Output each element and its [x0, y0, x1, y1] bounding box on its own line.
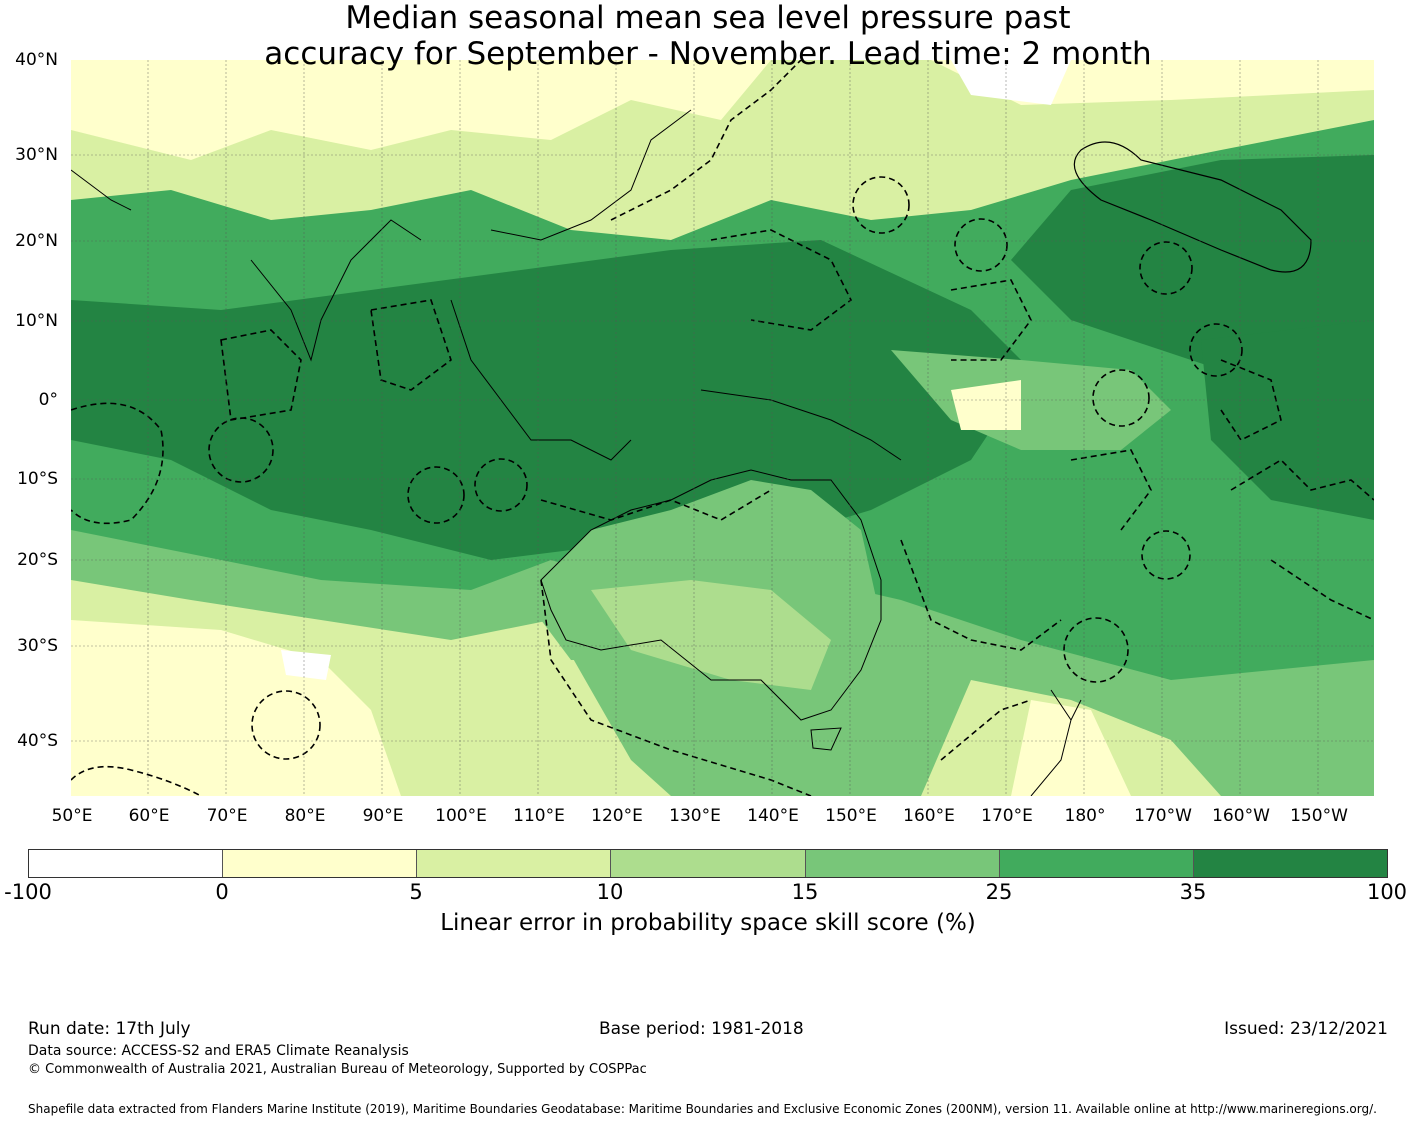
india-coastline: [250, 219, 422, 362]
eez-boundary: [540, 579, 812, 796]
eez-circle: [1189, 323, 1243, 377]
lat-label: 10°S: [17, 469, 58, 489]
lon-label: 160°E: [903, 806, 955, 826]
arabia-coastline: [71, 169, 132, 211]
map-title: Median seasonal mean sea level pressure …: [0, 0, 1416, 72]
lon-label: 120°E: [591, 806, 643, 826]
lon-label: 60°E: [128, 806, 170, 826]
map-canvas: [71, 60, 1374, 796]
eez-circle: [1063, 617, 1129, 683]
lon-label: 180°: [1064, 806, 1106, 826]
eez-boundary: [370, 299, 452, 391]
colorbar-segment: [417, 850, 612, 877]
title-line-2: accuracy for September - November. Lead …: [264, 36, 1152, 72]
lon-label: 150°W: [1290, 806, 1348, 826]
china-coastline: [490, 109, 692, 241]
run-date: Run date: 17th July: [28, 1019, 191, 1039]
eez-boundary: [71, 402, 164, 525]
eez-boundary: [1070, 449, 1152, 531]
hawaii-eez-boundary: [1073, 141, 1312, 273]
lat-label: 30°N: [15, 145, 58, 165]
lon-label: 140°E: [747, 806, 799, 826]
lon-label: 80°E: [284, 806, 326, 826]
new-guinea-coastline: [700, 389, 902, 461]
lon-label: 170°W: [1134, 806, 1192, 826]
eez-circle: [1141, 530, 1191, 580]
colorbar-segment: [29, 850, 224, 877]
eez-boundary: [71, 765, 202, 796]
colorbar-label: Linear error in probability space skill …: [440, 910, 976, 936]
skill-score-map: [71, 60, 1374, 796]
eez-circle: [1092, 369, 1150, 427]
lon-label: 90°E: [362, 806, 404, 826]
colorbar-tick: 25: [985, 880, 1013, 904]
colorbar-tick: 100: [1366, 880, 1408, 904]
eez-circle: [852, 176, 910, 234]
colorbar-segment: [999, 850, 1194, 877]
graticule: [71, 60, 1374, 796]
new-zealand-coastline: [1030, 689, 1082, 796]
eez-boundary: [710, 229, 853, 331]
shapefile-credit: Shapefile data extracted from Flanders M…: [28, 1102, 1377, 1116]
lon-label: 70°E: [206, 806, 248, 826]
eez-boundaries: [71, 60, 1374, 796]
eez-boundary: [900, 539, 1062, 651]
tasmania-coastline: [810, 727, 842, 751]
lat-label: 0°: [38, 390, 58, 410]
base-period: Base period: 1981-2018: [599, 1019, 804, 1039]
southeast-asia-coastline: [450, 299, 632, 461]
lon-label: 170°E: [981, 806, 1033, 826]
eez-boundary: [950, 279, 1032, 361]
colorbar-tick: 10: [596, 880, 624, 904]
colorbar-tick: 5: [409, 880, 423, 904]
lon-label: 130°E: [669, 806, 721, 826]
eez-circle: [954, 218, 1008, 272]
negative-skill-south-indian: [281, 650, 331, 680]
eez-boundary: [1220, 359, 1282, 442]
eez-circle: [407, 466, 465, 524]
lat-label: 20°N: [15, 231, 58, 251]
colorbar-segment: [223, 850, 418, 877]
colorbar-tick: 15: [791, 880, 819, 904]
colorbar-segment: [611, 850, 806, 877]
lon-label: 100°E: [435, 806, 487, 826]
eez-circle: [474, 458, 528, 512]
issued-date: Issued: 23/12/2021: [1224, 1019, 1388, 1039]
australia-coastline: [540, 469, 882, 721]
negative-skill-patch: [951, 60, 1071, 105]
very-low-skill-tasman: [1011, 700, 1131, 796]
colorbar-segment: [1193, 850, 1387, 877]
copyright: © Commonwealth of Australia 2021, Austra…: [28, 1062, 647, 1077]
colorbar: [28, 849, 1388, 878]
eez-boundary: [610, 60, 802, 221]
high-skill-north-pacific: [1011, 155, 1374, 370]
lon-label: 160°W: [1212, 806, 1270, 826]
lat-label: 40°N: [15, 50, 58, 70]
eez-boundary: [220, 329, 302, 421]
eez-circle: [251, 690, 321, 760]
lon-label: 50°E: [51, 806, 93, 826]
colorbar-tick: 35: [1179, 880, 1207, 904]
colorbar-tick: -100: [4, 880, 52, 904]
lat-label: 30°S: [17, 636, 58, 656]
very-low-skill-north: [71, 60, 771, 160]
colorbar-tick: 0: [215, 880, 229, 904]
low-skill-equatorial: [951, 380, 1021, 430]
eez-boundary: [1230, 458, 1374, 501]
lon-label: 150°E: [825, 806, 877, 826]
lon-label: 110°E: [513, 806, 565, 826]
lat-label: 40°S: [17, 731, 58, 751]
lat-label: 20°S: [17, 550, 58, 570]
title-line-1: Median seasonal mean sea level pressure …: [345, 0, 1071, 36]
data-source: Data source: ACCESS-S2 and ERA5 Climate …: [28, 1043, 409, 1059]
lat-label: 10°N: [15, 311, 58, 331]
colorbar-segment: [805, 850, 1000, 877]
coastlines: [71, 109, 1082, 796]
low-skill-australia: [591, 580, 831, 690]
eez-circle: [1139, 241, 1193, 295]
eez-boundary: [1270, 559, 1374, 621]
